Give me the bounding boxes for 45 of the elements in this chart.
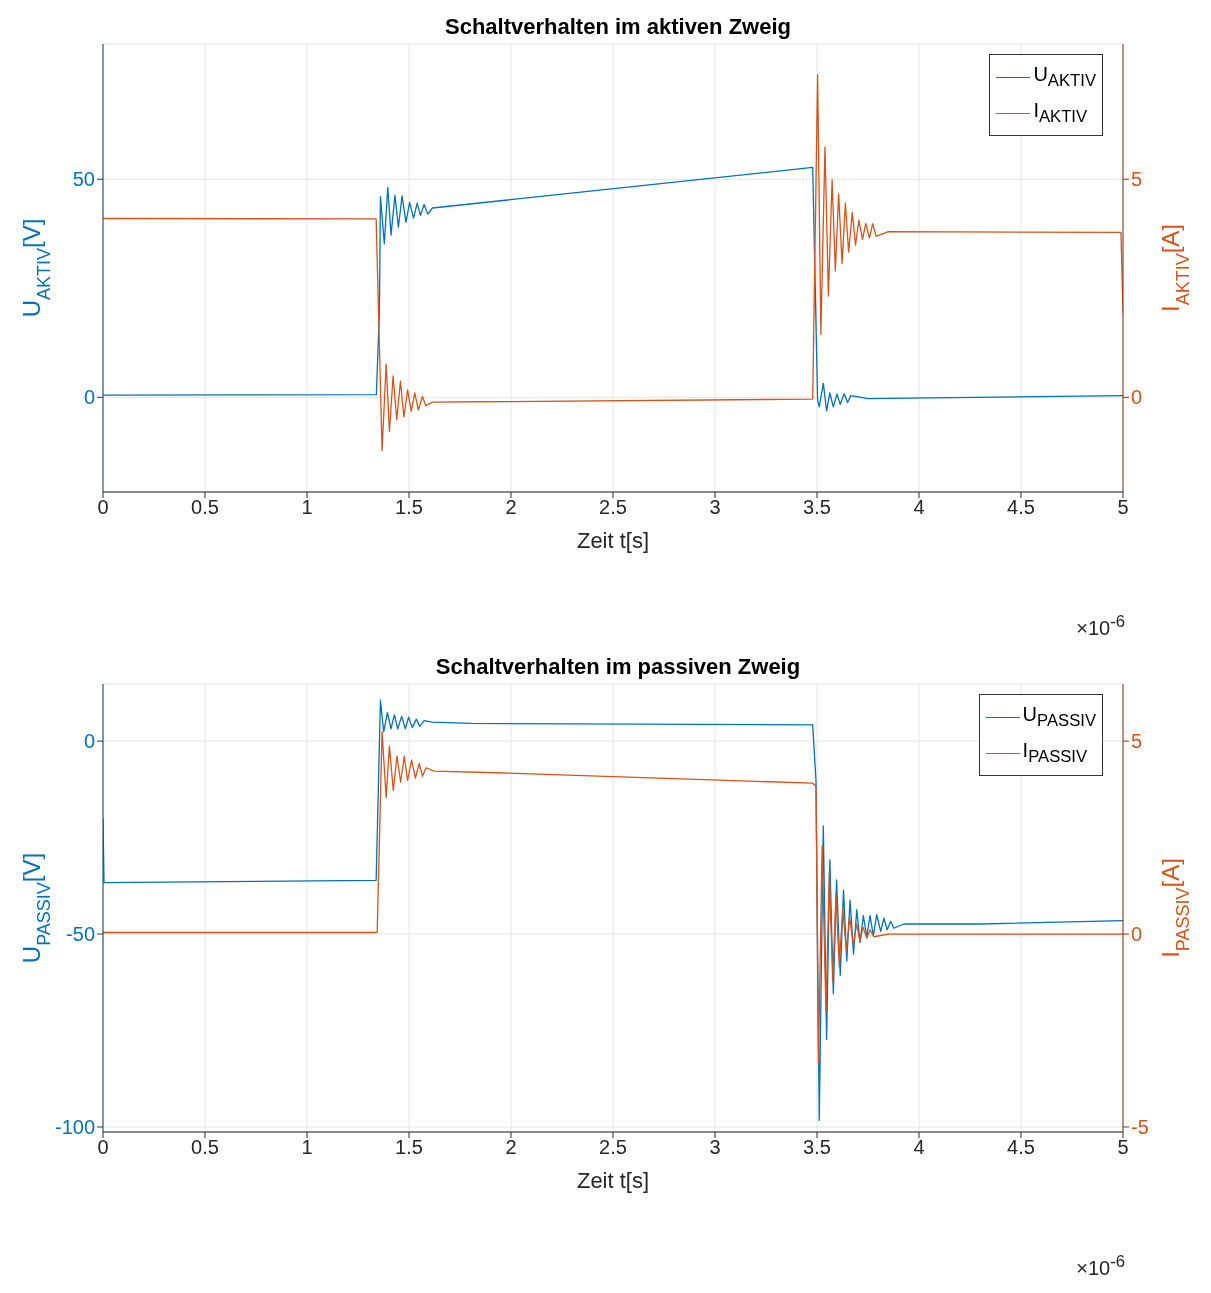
x-tick-label: 1	[301, 1136, 313, 1159]
chart-title: Schaltverhalten im passiven Zweig	[434, 654, 802, 680]
legend-label: U$_{PASSIV}$	[1022, 703, 1096, 731]
line-series	[103, 731, 1123, 1065]
x-tick-label: 1.5	[395, 1136, 423, 1159]
x-tick-label: 4.5	[1007, 496, 1035, 519]
y2-tick-label: 5	[1131, 168, 1143, 191]
y2-tick-label: 0	[1131, 923, 1143, 946]
x-tick-label: 2	[505, 1136, 517, 1159]
legend-label: I$_{AKTIV}$	[1033, 99, 1088, 127]
x-tick-label: 5	[1117, 496, 1129, 519]
x-tick-label: 4	[913, 1136, 925, 1159]
x-tick-label: 3	[709, 1136, 721, 1159]
y2-tick-label: 5	[1131, 730, 1143, 753]
y-tick-label: -100	[54, 1116, 95, 1139]
x-tick-label: 3.5	[803, 1136, 831, 1159]
x-tick-label: 2.5	[599, 496, 627, 519]
x-tick-label: 0.5	[191, 496, 219, 519]
x-tick-label: 0.5	[191, 1136, 219, 1159]
x-tick-label: 3	[709, 496, 721, 519]
y-tick-label: 0	[83, 386, 95, 409]
x-tick-label: 0	[97, 496, 109, 519]
legend-label: I$_{PASSIV}$	[1022, 739, 1088, 767]
text: ×10$^{-6}$	[1076, 612, 1125, 640]
y2-tick-label: -5	[1131, 1116, 1149, 1139]
x-tick-label: 5	[1117, 1136, 1129, 1159]
x-tick-label: 3.5	[803, 496, 831, 519]
y2-tick-label: 0	[1131, 386, 1143, 409]
x-tick-label: 4	[913, 496, 925, 519]
x-tick-label: 2	[505, 496, 517, 519]
line-series	[103, 166, 1123, 412]
line-series	[103, 699, 1123, 1122]
x-tick-label: 2.5	[599, 1136, 627, 1159]
y-tick-label: -50	[66, 923, 95, 946]
y-tick-label: 0	[83, 730, 95, 753]
x-axis-title: Zeit t[s]	[576, 1168, 650, 1193]
x-axis-title: Zeit t[s]	[576, 528, 650, 553]
legend-label: U$_{AKTIV}$	[1033, 63, 1096, 91]
x-tick-label: 1.5	[395, 496, 423, 519]
x-tick-label: 0	[97, 1136, 109, 1159]
x-tick-label: 4.5	[1007, 1136, 1035, 1159]
text: ×10$^{-6}$	[1076, 1252, 1125, 1280]
chart-title: Schaltverhalten im aktiven Zweig	[444, 14, 792, 40]
y-tick-label: 50	[72, 168, 95, 191]
x-tick-label: 1	[301, 496, 313, 519]
